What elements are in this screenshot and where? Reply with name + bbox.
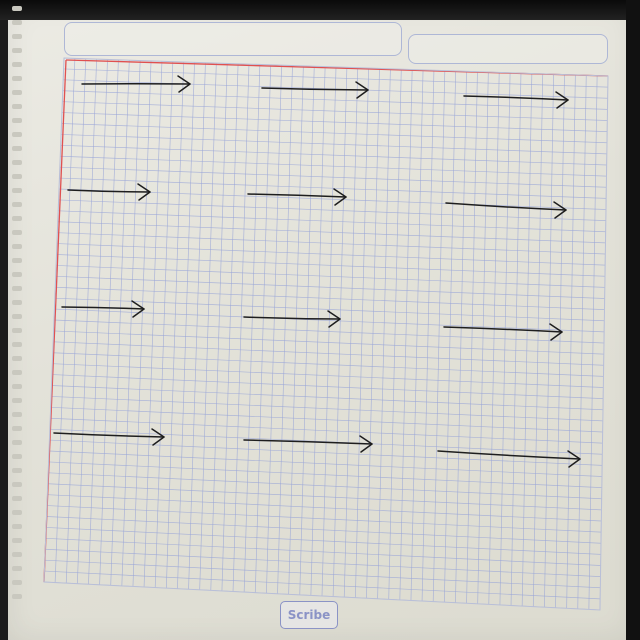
brand-logo: Scribe — [280, 601, 338, 629]
grid-line-horizontal — [61, 123, 608, 144]
grid-line-horizontal — [62, 90, 608, 110]
background-edge-right — [626, 0, 640, 640]
grid-line-horizontal — [53, 341, 604, 366]
grid-line-horizontal — [48, 472, 602, 500]
grid-line-horizontal — [47, 494, 602, 522]
grid-line-horizontal — [50, 417, 603, 444]
arrow — [243, 310, 341, 328]
grid-line-horizontal — [56, 243, 606, 266]
grid-line-horizontal — [56, 265, 605, 288]
arrow — [61, 300, 145, 318]
grid-line-horizontal — [60, 155, 607, 177]
grid-line-horizontal — [62, 101, 608, 121]
grid-line-horizontal — [46, 505, 602, 533]
grid-line-horizontal — [46, 516, 602, 544]
grid-line-horizontal — [58, 199, 606, 221]
grid-border — [43, 57, 609, 611]
grid-line-horizontal — [45, 537, 601, 566]
background-edge-top — [0, 0, 640, 20]
grid-line-horizontal — [48, 461, 602, 488]
grid-line-horizontal — [59, 177, 607, 199]
grid-line-horizontal — [51, 385, 604, 411]
grid-line-horizontal — [48, 450, 603, 477]
grid-line-horizontal — [53, 319, 605, 344]
grid-line-horizontal — [49, 439, 603, 466]
grid-line-horizontal — [53, 330, 604, 355]
hand-drawn-arrows — [53, 75, 581, 468]
grid-line-horizontal — [50, 406, 603, 433]
grid-line-horizontal — [46, 527, 601, 555]
grid-line-horizontal — [51, 374, 604, 399]
grid-line-horizontal — [55, 286, 605, 310]
grid-line-horizontal — [63, 68, 608, 88]
header-box-right — [408, 34, 608, 64]
header-box-left — [64, 22, 402, 56]
grid-line-horizontal — [51, 396, 603, 422]
grid-line-horizontal — [45, 548, 601, 577]
grid-line-horizontal — [44, 559, 601, 589]
arrow — [247, 188, 347, 206]
grid-lines — [44, 58, 608, 610]
arrow — [67, 183, 151, 201]
grid-line-horizontal — [58, 210, 606, 233]
grid-line-horizontal — [47, 483, 602, 511]
grid-line-horizontal — [59, 166, 607, 188]
arrow — [445, 201, 567, 219]
grid-line-horizontal — [54, 308, 605, 333]
arrow — [463, 91, 569, 109]
grid-line-horizontal — [61, 134, 607, 155]
grid-line-horizontal — [44, 570, 601, 600]
grid-line-horizontal — [52, 352, 604, 377]
grid-line-horizontal — [56, 254, 606, 277]
perforated-edge — [8, 0, 28, 640]
grid-line-horizontal — [57, 221, 606, 244]
arrow — [81, 75, 191, 93]
grid-line-horizontal — [54, 297, 605, 322]
grid-line-horizontal — [61, 112, 608, 132]
arrow — [243, 435, 373, 453]
grid-line-horizontal — [60, 144, 607, 166]
arrow — [53, 428, 165, 446]
arrow — [437, 450, 581, 468]
grid-line-horizontal — [52, 363, 604, 388]
grid-line-horizontal — [57, 232, 606, 255]
arrow — [443, 323, 563, 341]
arrow — [261, 81, 369, 99]
grid-line-horizontal — [55, 275, 605, 299]
